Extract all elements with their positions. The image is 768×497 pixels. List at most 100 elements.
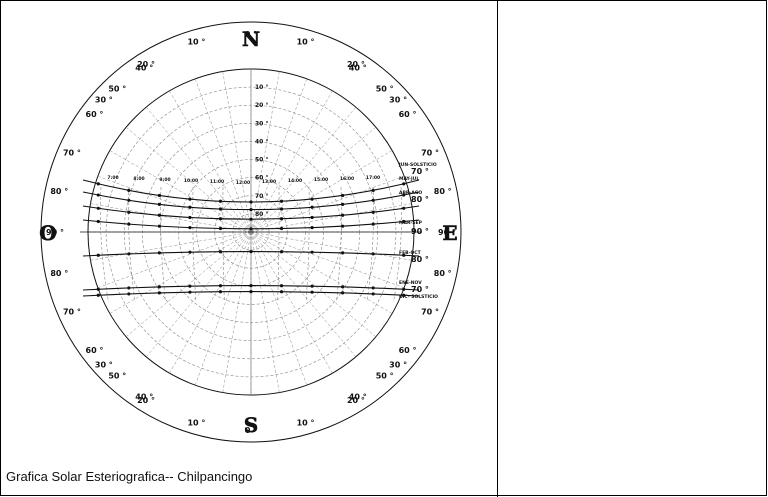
hour-line bbox=[192, 186, 197, 303]
hour-marker bbox=[371, 188, 375, 192]
hour-marker bbox=[371, 210, 375, 214]
azimuth-line bbox=[222, 231, 252, 393]
rim-label-top: 10 ° bbox=[297, 38, 315, 47]
hour-label: 16:00 bbox=[340, 176, 354, 182]
hour-label: 10:00 bbox=[184, 178, 198, 184]
hour-marker bbox=[127, 188, 131, 192]
hour-marker bbox=[96, 193, 100, 197]
date-path-label: DIC- SOLSTICIO bbox=[399, 294, 438, 300]
stereographic-sun-path-chart: N S O E 30 ° 20 ° 10 ° 0 ° 10 ° 20 ° 30 ° 30 ° 2… bbox=[39, 21, 462, 443]
date-path-value: 90 ° bbox=[411, 227, 429, 236]
hour-marker bbox=[310, 226, 314, 230]
rim-label-left: 70 ° bbox=[63, 308, 81, 317]
hour-marker bbox=[402, 193, 406, 197]
rim-label-top: 0 ° bbox=[245, 30, 257, 39]
azimuth-line bbox=[250, 231, 412, 261]
hour-line bbox=[222, 186, 225, 303]
hour-marker bbox=[249, 200, 253, 204]
column-divider bbox=[497, 0, 498, 497]
hour-marker bbox=[127, 210, 131, 214]
rim-label-right: 70 ° bbox=[421, 148, 439, 157]
hour-marker bbox=[218, 207, 223, 211]
hour-marker bbox=[402, 182, 406, 186]
rim-label-right: 80 ° bbox=[434, 269, 452, 278]
chart-grid bbox=[40, 21, 462, 443]
hour-label: 13:00 bbox=[262, 179, 276, 185]
azimuth-line bbox=[195, 78, 252, 233]
hour-marker bbox=[341, 213, 345, 217]
date-path-label: MAR-SEP bbox=[399, 220, 423, 226]
hour-label: 11:00 bbox=[210, 179, 224, 185]
hour-marker bbox=[402, 253, 406, 257]
hour-marker bbox=[188, 284, 192, 288]
hour-label: 12:00 bbox=[236, 180, 250, 186]
altitude-label: 80 ° bbox=[255, 211, 268, 218]
rim-label-bottom: 20 ° bbox=[347, 396, 365, 405]
altitude-label: 10 ° bbox=[255, 84, 268, 91]
azimuth-line bbox=[250, 203, 412, 233]
rim-label-top: 30 ° bbox=[389, 96, 407, 105]
hour-label: 8:00 bbox=[133, 176, 144, 182]
hour-marker bbox=[371, 222, 375, 226]
hour-marker bbox=[249, 208, 253, 212]
rim-labels: 30 ° 20 ° 10 ° 0 ° 10 ° 20 ° 30 ° 30 ° 20 ° 10 ° 0… bbox=[46, 30, 456, 435]
rim-label-bottom: 0 ° bbox=[245, 426, 257, 435]
date-path-label: MAY-JUL bbox=[399, 176, 419, 182]
rim-label-right: 60 ° bbox=[399, 110, 417, 119]
rim-label-right: 70 ° bbox=[421, 308, 439, 317]
azimuth-line bbox=[250, 231, 405, 288]
hour-label: 15:00 bbox=[314, 177, 328, 183]
hour-marker bbox=[188, 215, 192, 220]
rim-label-top: 30 ° bbox=[95, 96, 113, 105]
hour-marker bbox=[402, 287, 406, 291]
south-label: S bbox=[244, 413, 258, 437]
hour-label: 14:00 bbox=[288, 178, 302, 184]
hour-marker bbox=[279, 207, 284, 211]
hour-marker bbox=[310, 284, 314, 288]
hour-marker bbox=[127, 292, 131, 296]
hour-marker bbox=[402, 206, 406, 210]
rim-label-bottom: 30 ° bbox=[95, 360, 113, 369]
altitude-label: 40 ° bbox=[255, 138, 268, 145]
rim-label-bottom: 10 ° bbox=[297, 418, 315, 427]
azimuth-line bbox=[250, 231, 377, 337]
hour-marker bbox=[310, 290, 314, 294]
rim-label-right: 50 ° bbox=[376, 371, 394, 380]
hour-marker bbox=[157, 285, 161, 289]
hour-marker bbox=[310, 250, 314, 254]
hour-label: 7:00 bbox=[107, 175, 118, 181]
hour-marker bbox=[188, 205, 192, 209]
rim-label-left: 70 ° bbox=[63, 148, 81, 157]
hour-marker bbox=[249, 284, 253, 288]
hour-marker bbox=[218, 226, 223, 231]
hour-marker bbox=[371, 286, 375, 290]
azimuth-line bbox=[250, 106, 356, 233]
hour-marker bbox=[96, 253, 100, 257]
rim-label-top: 20 ° bbox=[137, 60, 155, 69]
altitude-label: 60 ° bbox=[255, 175, 268, 182]
rim-label-bottom: 10 ° bbox=[187, 418, 205, 427]
azimuth-line bbox=[250, 176, 405, 233]
hour-marker bbox=[157, 213, 161, 217]
rim-label-top: 20 ° bbox=[347, 60, 365, 69]
hour-marker bbox=[341, 202, 345, 206]
azimuth-line bbox=[169, 231, 252, 374]
azimuth-line bbox=[97, 176, 252, 233]
azimuth-line bbox=[250, 90, 333, 233]
azimuth-line bbox=[125, 127, 252, 233]
hour-marker bbox=[249, 227, 253, 231]
hour-marker bbox=[188, 197, 192, 201]
hour-marker bbox=[310, 197, 314, 201]
hour-marker bbox=[371, 292, 375, 296]
rim-label-left: 60 ° bbox=[86, 110, 104, 119]
hour-marker bbox=[279, 217, 284, 221]
azimuth-line bbox=[250, 78, 307, 233]
azimuth-line bbox=[250, 231, 307, 386]
hour-marker bbox=[249, 250, 253, 254]
rim-label-left: 90 ° bbox=[46, 228, 64, 237]
azimuth-line bbox=[169, 90, 252, 233]
outer-circle bbox=[40, 21, 462, 443]
azimuth-line bbox=[109, 231, 252, 314]
azimuth-line bbox=[250, 231, 356, 358]
